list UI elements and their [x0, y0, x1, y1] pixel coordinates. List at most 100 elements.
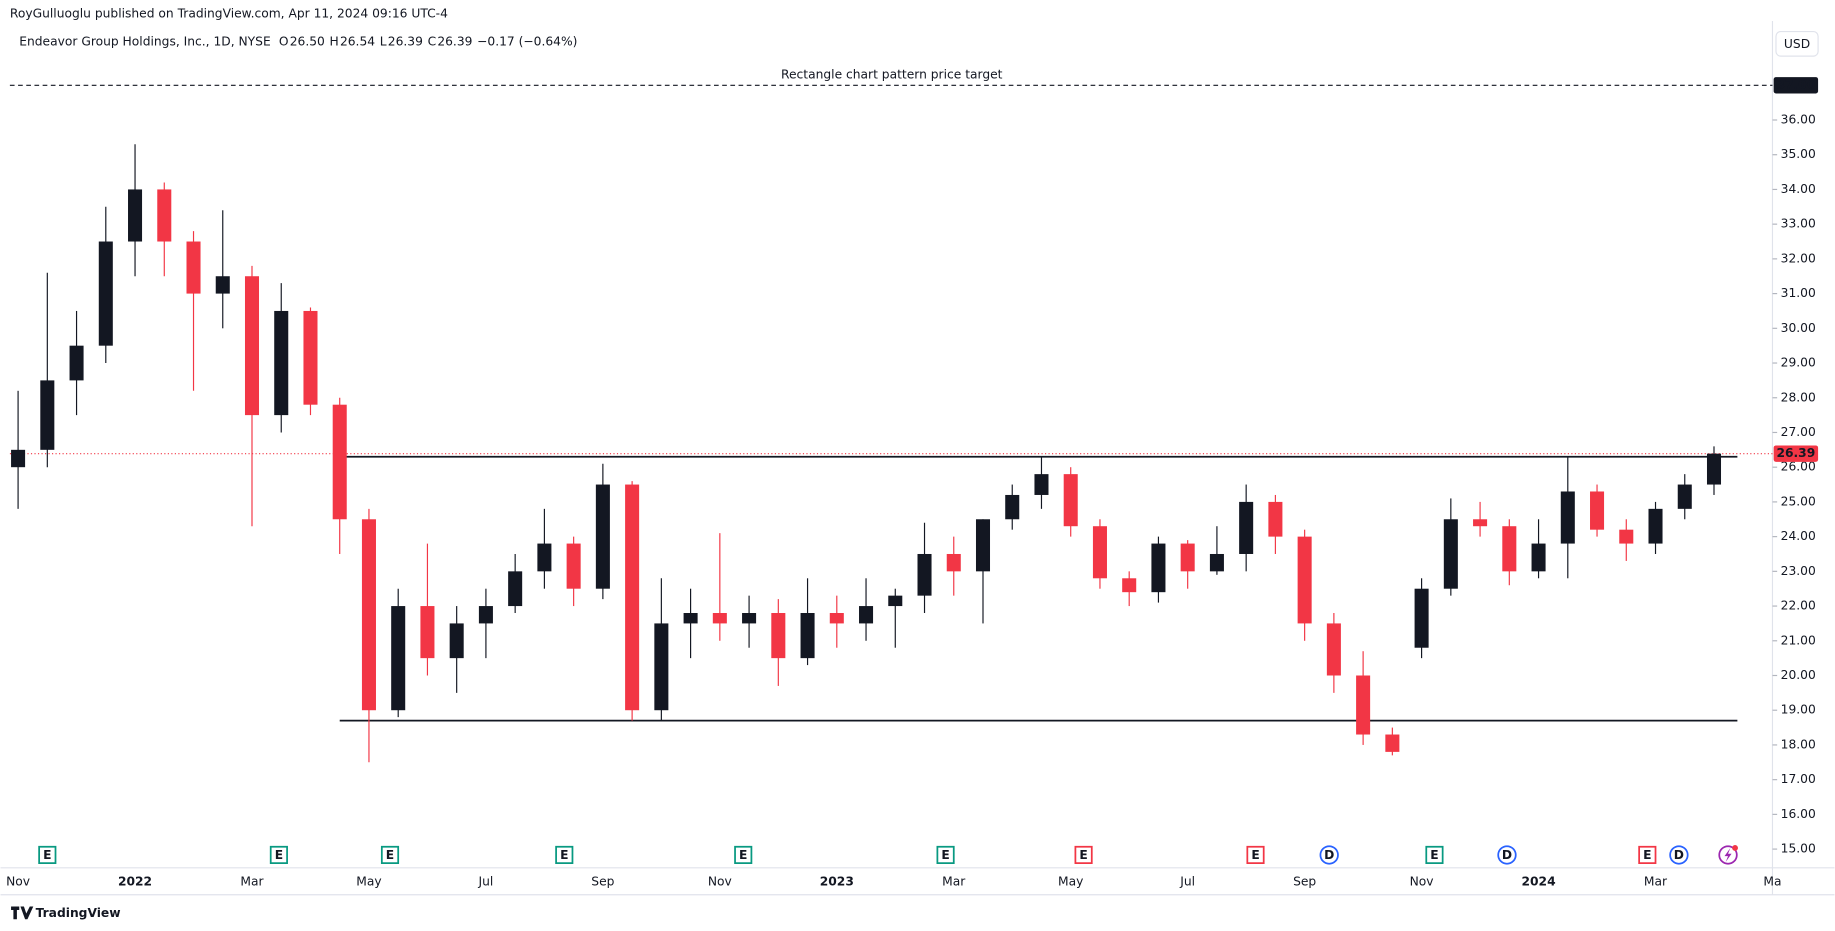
event-label: E: [1251, 848, 1259, 862]
event-label: E: [275, 848, 283, 862]
x-tick-label: Mar: [1644, 874, 1668, 888]
candle-body: [712, 613, 727, 624]
candle-body: [1677, 484, 1692, 509]
y-tick-label: 35.00: [1781, 147, 1816, 161]
y-tick-label: 23.00: [1781, 564, 1816, 578]
x-tick-label: Mar: [942, 874, 966, 888]
event-label: E: [386, 848, 394, 862]
currency[interactable]: USD: [1784, 37, 1810, 51]
event-label: E: [739, 848, 747, 862]
candle-body: [771, 613, 786, 659]
x-tick-label: Nov: [6, 874, 30, 888]
x-tick-label: May: [356, 874, 381, 888]
y-tick-label: 30.00: [1781, 321, 1816, 335]
ohlc-key: L: [380, 35, 387, 49]
y-tick-label: 15.00: [1781, 842, 1816, 856]
candle-body: [508, 571, 523, 607]
y-tick-label: 27.00: [1781, 425, 1816, 439]
x-tick-label: Jul: [1179, 874, 1195, 888]
candle-body: [917, 553, 932, 596]
y-tick-label: 16.00: [1781, 807, 1816, 821]
ohlc-value: 26.54: [340, 35, 375, 49]
candle-body: [1706, 453, 1722, 485]
candle-body: [1590, 491, 1605, 530]
price-badge-label: 37.00: [1776, 78, 1815, 92]
event-label: E: [1643, 848, 1651, 862]
event-marker: E: [1638, 845, 1657, 865]
event-label: E: [1079, 848, 1087, 862]
y-tick-label: 19.00: [1781, 703, 1816, 717]
price-badge: [1773, 77, 1819, 94]
event-marker: E: [555, 845, 574, 865]
candle-body: [946, 553, 961, 572]
ohlc-value: 26.39: [388, 35, 423, 49]
candle-body: [1502, 526, 1517, 572]
candle-body: [332, 404, 347, 520]
candle-body: [1531, 543, 1546, 572]
ohlc-key: C: [428, 35, 437, 49]
y-tick-label: 21.00: [1781, 633, 1816, 647]
currency-button[interactable]: [1775, 30, 1819, 57]
candle-body: [566, 543, 581, 589]
x-tick-label: Ma: [1763, 874, 1781, 888]
event-icon: [555, 845, 574, 865]
y-tick-label: 22.00: [1781, 599, 1816, 613]
y-tick-label: 28.00: [1781, 390, 1816, 404]
y-tick-label: 31.00: [1781, 286, 1816, 300]
x-tick-label: May: [1058, 874, 1083, 888]
candle-body: [654, 623, 669, 711]
y-tick-label: 25.00: [1781, 494, 1816, 508]
candle-body: [69, 345, 84, 381]
event-label: E: [941, 848, 949, 862]
candle-body: [128, 189, 143, 242]
y-tick-label: 29.00: [1781, 356, 1816, 370]
candle-body: [478, 606, 493, 624]
x-tick-label: Sep: [1293, 874, 1316, 888]
candle-body: [1268, 501, 1283, 537]
candle-body: [595, 484, 610, 589]
candle-body: [274, 310, 289, 416]
event-label: E: [560, 848, 568, 862]
y-tick-label: 33.00: [1781, 217, 1816, 231]
candle-body: [975, 519, 991, 572]
candle-body: [1619, 529, 1634, 544]
event-label: E: [43, 848, 51, 862]
event-marker: D: [1497, 845, 1517, 865]
candle-body: [1356, 675, 1371, 735]
y-tick-label: 34.00: [1781, 182, 1816, 196]
event-icon: [936, 845, 955, 865]
y-tick-label: 32.00: [1781, 251, 1816, 265]
candle-body: [1151, 543, 1166, 593]
x-tick-label: Nov: [1410, 874, 1434, 888]
candle-body: [683, 613, 698, 624]
ohlc-value: 26.39: [437, 35, 472, 49]
candle-body: [244, 276, 260, 416]
x-tick-label: Nov: [708, 874, 732, 888]
candle-body: [1180, 543, 1195, 572]
price-badge-label: 26.39: [1776, 446, 1815, 460]
event-icon: [1319, 845, 1339, 865]
candle-body: [1209, 553, 1224, 572]
event-icon: [1638, 845, 1657, 865]
y-tick-label: 17.00: [1781, 772, 1816, 786]
y-tick-label: 18.00: [1781, 737, 1816, 751]
x-tick-label: Jul: [478, 874, 494, 888]
event-label: D: [1324, 848, 1334, 862]
alert-bolt: [1724, 847, 1732, 862]
candle-body: [1122, 578, 1137, 593]
candle-body: [1414, 588, 1429, 648]
candle-body: [157, 189, 172, 242]
x-tick-label: 2023: [820, 874, 854, 888]
candle-body: [1443, 519, 1458, 589]
candle-body: [888, 595, 903, 607]
event-marker: E: [38, 845, 57, 865]
candle-body: [215, 276, 230, 294]
event-icon: [734, 845, 753, 865]
y-tick-label: 36.00: [1781, 113, 1816, 127]
candle-body: [1385, 734, 1400, 752]
event-marker: D: [1319, 845, 1339, 865]
brand-logo: TradingView: [11, 906, 121, 920]
change: −0.17 (−0.64%): [477, 35, 577, 49]
